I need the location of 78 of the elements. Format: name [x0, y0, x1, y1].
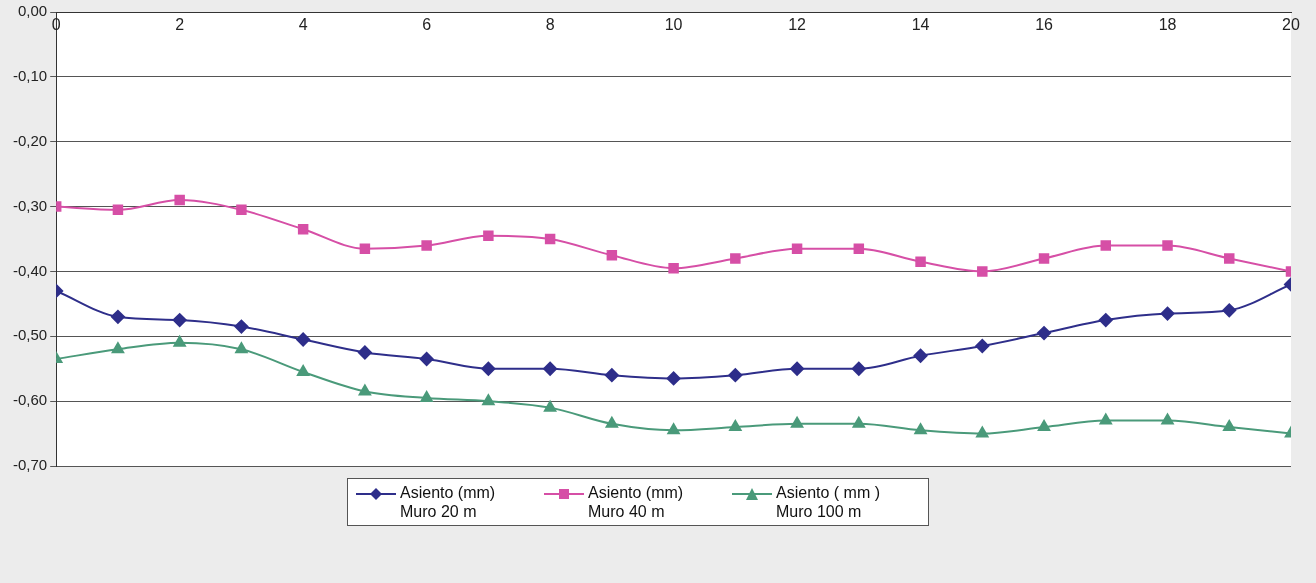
point: [666, 371, 681, 386]
x-tick-label: 16: [1035, 16, 1054, 34]
y-tick-label: 0,00: [17, 2, 48, 20]
point: [852, 416, 866, 428]
x-tick-label: 8: [545, 16, 555, 34]
point: [1161, 413, 1174, 425]
point: [483, 230, 494, 241]
point: [915, 256, 926, 267]
x-tick-label: 6: [422, 16, 432, 34]
x-tick-label: 12: [788, 16, 807, 34]
point: [853, 243, 865, 254]
point: [851, 361, 866, 376]
point: [1099, 413, 1112, 425]
point: [110, 309, 125, 324]
point: [913, 348, 928, 363]
point: [1098, 313, 1113, 328]
point: [728, 368, 743, 383]
point: [604, 368, 619, 383]
point: [112, 204, 124, 216]
point: [481, 361, 496, 376]
point: [358, 384, 372, 396]
point: [235, 342, 248, 354]
point: [790, 361, 805, 376]
legend-label: Asiento (mm) Muro 20 m: [400, 483, 497, 521]
point: [421, 240, 432, 251]
point: [1224, 253, 1235, 264]
x-tick-label: 18: [1158, 16, 1177, 34]
x-tick-label: 4: [298, 16, 308, 34]
point: [790, 416, 804, 428]
point: [236, 204, 247, 216]
y-tick-label: -0,40: [12, 261, 48, 279]
point: [234, 319, 249, 334]
x-tick-label: 20: [1282, 16, 1300, 34]
point: [357, 345, 372, 360]
point: [1223, 420, 1236, 432]
x-tick-label: 2: [175, 16, 185, 34]
x-tick-label: 10: [664, 16, 683, 34]
point: [606, 249, 618, 261]
legend-label: Asiento ( mm ) Muro 100 m: [776, 483, 881, 521]
point: [976, 426, 989, 438]
point: [914, 423, 927, 435]
point: [1100, 240, 1112, 251]
point: [1160, 306, 1175, 321]
point: [730, 253, 741, 264]
point: [1037, 326, 1052, 341]
y-tick-label: -0,20: [12, 131, 48, 149]
point: [791, 243, 803, 254]
y-tick-label: -0,70: [12, 456, 48, 474]
point: [296, 332, 311, 347]
y-tick-label: -0,50: [12, 326, 48, 344]
point: [419, 351, 434, 366]
point: [543, 361, 558, 376]
point: [667, 423, 680, 435]
point: [111, 342, 125, 354]
point: [605, 416, 619, 428]
point: [1222, 303, 1237, 318]
point: [482, 394, 495, 406]
point: [729, 420, 742, 432]
point: [297, 224, 309, 235]
point: [1037, 420, 1051, 432]
point: [296, 364, 310, 376]
y-tick-label: -0,30: [12, 196, 48, 214]
y-tick-label: -0,10: [12, 67, 48, 84]
point: [173, 335, 186, 347]
point: [420, 390, 433, 402]
point: [1162, 240, 1173, 251]
point: [1038, 253, 1050, 264]
point: [172, 313, 187, 328]
x-tick-label: 14: [911, 16, 930, 34]
y-tick-label: -0,60: [12, 391, 48, 409]
point: [668, 262, 679, 274]
point: [174, 194, 185, 206]
point: [975, 339, 990, 354]
point: [977, 266, 988, 277]
point: [544, 233, 556, 245]
point: [543, 400, 557, 412]
legend-label: Asiento (mm) Muro 40 m: [588, 483, 685, 521]
point: [359, 243, 371, 254]
